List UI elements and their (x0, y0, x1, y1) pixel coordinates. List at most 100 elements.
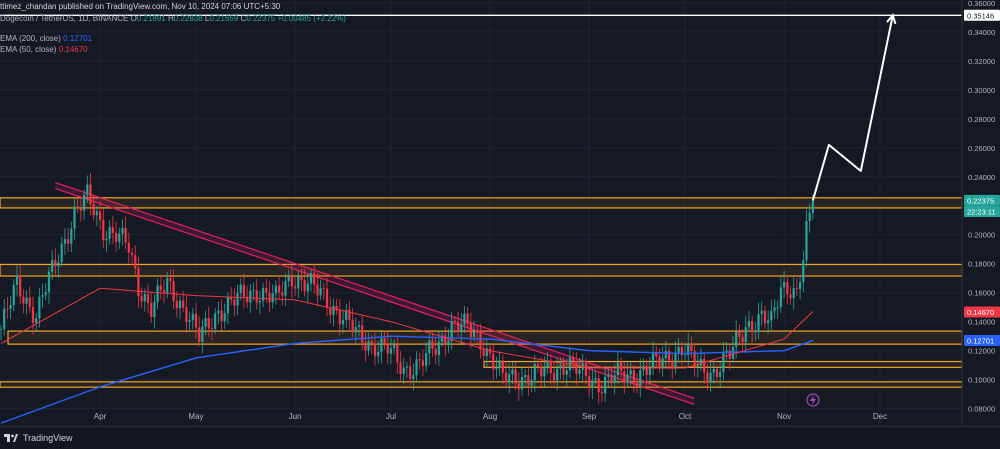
candle-body (335, 305, 338, 311)
ema-lines (0, 287, 814, 424)
candle-body (645, 366, 648, 375)
candle-body (380, 338, 383, 352)
x-tick-label: Jul (386, 412, 396, 421)
candle-body (415, 359, 418, 376)
y-tick-label: 0.28000 (968, 115, 995, 124)
candle-body (674, 352, 677, 368)
candle-body (722, 353, 725, 372)
ema50-legend[interactable]: EMA (50, close) 0.14670 (0, 45, 88, 54)
candle-body (757, 314, 760, 332)
candle-body (760, 310, 763, 315)
candle-body (517, 383, 520, 390)
candle-body (274, 285, 277, 294)
candle-body (169, 277, 172, 282)
candle-body (543, 368, 546, 377)
candle-body (616, 362, 619, 376)
candle-body (533, 364, 536, 380)
candle-body (479, 332, 482, 350)
candle-body (162, 289, 166, 293)
y-tick-label: 0.08000 (968, 405, 995, 414)
candle-body (389, 348, 393, 354)
y-tick-label: 0.32000 (968, 57, 995, 66)
y-tick-label: 0.26000 (968, 144, 995, 153)
candle-body (520, 377, 524, 390)
candle-body (540, 366, 543, 377)
candle-body (95, 211, 98, 216)
candle-body (715, 368, 719, 377)
candle-body (386, 343, 389, 354)
candle-body (492, 353, 495, 370)
candle-body (284, 281, 287, 296)
brand-name[interactable]: TradingView (23, 433, 73, 443)
candle-body (338, 310, 341, 325)
price-tag-ema200: 0.12701 (967, 336, 994, 345)
candle-body (712, 368, 715, 373)
candle-body (98, 211, 102, 220)
candle-body (325, 288, 329, 308)
candle-body (597, 378, 600, 393)
candle-body (361, 325, 364, 343)
candle-body (316, 284, 319, 296)
candle-body (572, 357, 575, 362)
candle-body (767, 320, 770, 324)
lightning-icon[interactable] (806, 393, 820, 407)
candle-body (242, 284, 246, 297)
candle-body (89, 184, 92, 204)
candle-body (28, 297, 31, 308)
candle-body (770, 311, 773, 321)
candle-body (754, 331, 757, 333)
y-tick-label: 0.34000 (968, 28, 995, 37)
candle-body (696, 365, 699, 367)
candle-body (143, 294, 146, 302)
candle-body (341, 319, 345, 325)
descending-trendline (55, 182, 695, 406)
candle-body (51, 259, 54, 272)
candle-body (591, 380, 594, 388)
candle-body (418, 359, 421, 361)
candle-body (412, 375, 415, 379)
candle-body (83, 194, 86, 211)
candle-body (130, 252, 134, 256)
candle-body (409, 366, 412, 379)
candle-body (319, 288, 322, 296)
candle-body (393, 344, 396, 349)
candle-body (789, 294, 792, 299)
zone-box (0, 381, 963, 388)
ema200-legend[interactable]: EMA (200, close) 0.12701 (0, 34, 92, 43)
tradingview-logo-icon[interactable] (4, 433, 18, 443)
candle-body (562, 364, 565, 375)
candle-body (805, 221, 808, 261)
candle-body (610, 374, 613, 384)
candle-body (236, 292, 239, 306)
symbol-name[interactable]: Dogecoin / TetherUS, 1D, BINANCE (0, 14, 129, 23)
candle-body (655, 352, 658, 357)
candle-body (763, 310, 767, 324)
candle-body (808, 212, 811, 222)
candle-body (527, 374, 530, 386)
candle-body (425, 353, 428, 366)
candle-body (351, 319, 354, 333)
candle-body (22, 296, 25, 304)
candle-body (709, 372, 712, 383)
candle-body (680, 346, 683, 356)
candle-body (198, 327, 201, 342)
candle-body (399, 362, 402, 375)
zone-box (0, 197, 963, 209)
candle-body (127, 242, 130, 253)
candle-body (265, 288, 268, 293)
candle-body (607, 374, 610, 377)
candle-body (703, 358, 706, 373)
candle-body (297, 276, 300, 289)
candle-body (671, 362, 674, 368)
candle-body (504, 372, 508, 383)
candle-body (146, 294, 150, 303)
time-axis[interactable]: Apr May Jun Jul Aug Sep Oct Nov Dec (94, 412, 887, 421)
ema50-label: EMA (50, close) (0, 45, 57, 54)
open-value: 0.21891 (136, 14, 166, 23)
candle-body (194, 313, 198, 328)
trendline-fill (55, 182, 695, 405)
x-tick-label: Oct (679, 412, 692, 421)
candle-body (137, 268, 140, 297)
candle-body (12, 284, 15, 306)
